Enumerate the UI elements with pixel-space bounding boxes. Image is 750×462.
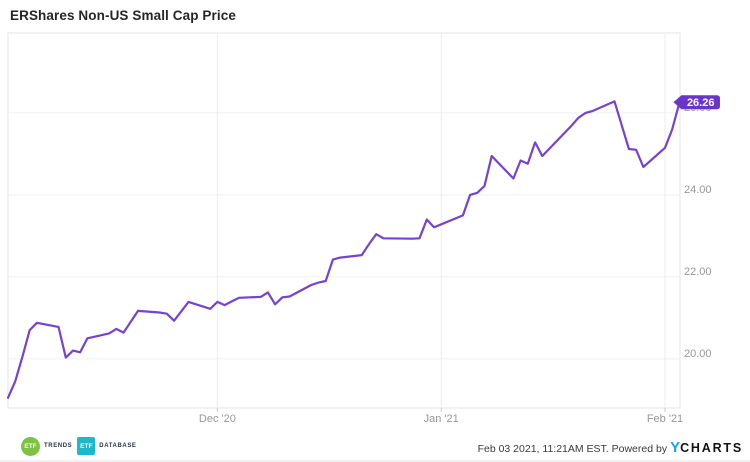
bottom-divider xyxy=(0,460,750,462)
etf-trends-label: TRENDS xyxy=(44,443,73,449)
x-axis-label: Feb '21 xyxy=(647,413,683,425)
ycharts-logo[interactable]: Y CHARTS xyxy=(670,440,743,455)
price-line xyxy=(6,100,681,399)
etf-database-logo[interactable]: ETF DATABASE xyxy=(77,437,136,455)
plot-border xyxy=(7,32,681,409)
page-title: ERShares Non-US Small Cap Price xyxy=(10,8,236,23)
price-badge-label: 26.26 xyxy=(687,97,715,109)
y-axis-label: 22.00 xyxy=(684,266,712,278)
y-axis-label: 24.00 xyxy=(684,184,712,196)
etf-database-label: DATABASE xyxy=(99,443,137,449)
timestamp-text: Feb 03 2021, 11:21AM EST. Powered by xyxy=(477,443,668,455)
etf-trends-icon: ETF xyxy=(21,436,40,456)
y-axis-label: 20.00 xyxy=(684,348,712,360)
ycharts-logo-y: Y xyxy=(670,439,681,456)
chart-attribution: Feb 03 2021, 11:21AM EST. Powered by Y CH… xyxy=(478,440,743,455)
ycharts-logo-charts: CHARTS xyxy=(680,441,743,455)
attribution-logos: ETF TRENDS ETF DATABASE xyxy=(21,436,137,456)
etf-database-icon: ETF xyxy=(77,437,96,455)
etf-trends-logo[interactable]: ETF TRENDS xyxy=(21,436,73,456)
x-axis-label: Dec '20 xyxy=(199,413,236,425)
x-axis-label: Jan '21 xyxy=(424,413,459,425)
price-badge xyxy=(673,95,720,110)
